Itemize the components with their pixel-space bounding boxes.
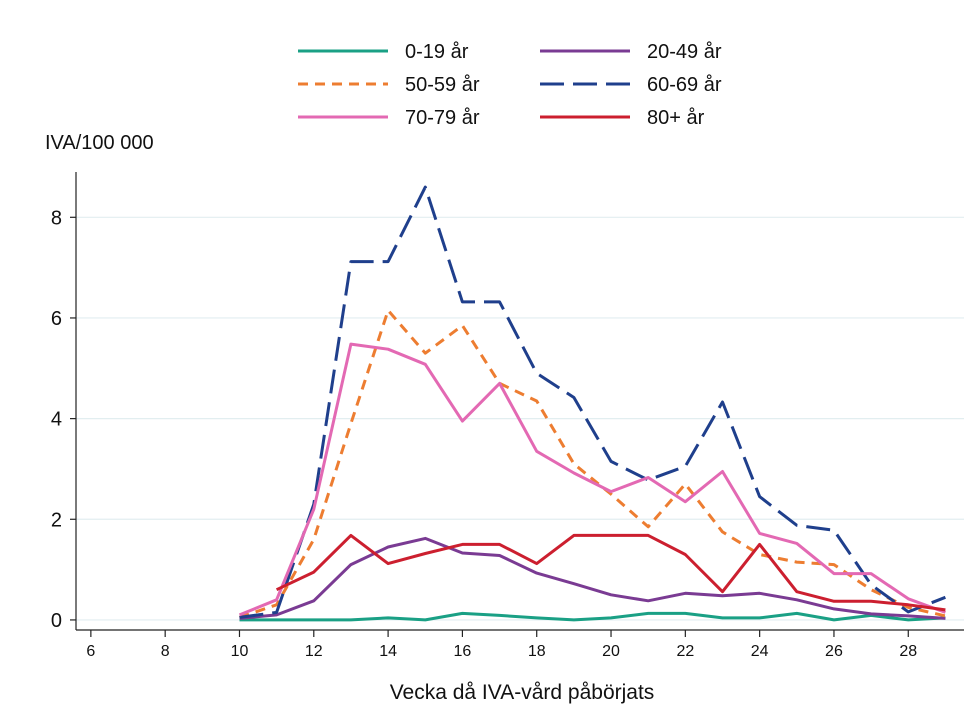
y-tick-label: 4 <box>51 409 62 431</box>
x-tick-label: 14 <box>379 643 397 660</box>
x-tick-label: 18 <box>528 643 546 660</box>
x-tick-label: 24 <box>751 643 769 660</box>
series-line <box>239 536 946 620</box>
series-line <box>238 342 946 617</box>
x-tick-label: 16 <box>454 643 472 660</box>
x-tick-label: 20 <box>602 643 620 660</box>
legend-label: 50-59 år <box>405 74 480 96</box>
legend-label: 20-49 år <box>647 41 722 63</box>
series-line <box>239 185 946 619</box>
y-axis-ticks: 0 2 4 6 8 <box>51 207 76 632</box>
x-tick-label: 6 <box>86 643 95 660</box>
x-tick-label: 12 <box>305 643 323 660</box>
y-axis-label: IVA/100 000 <box>45 132 154 154</box>
x-tick-label: 28 <box>899 643 917 660</box>
y-tick-label: 2 <box>51 509 62 531</box>
y-tick-label: 6 <box>51 308 62 330</box>
series-line <box>239 308 946 619</box>
y-tick-label: 8 <box>51 207 62 229</box>
series-lines <box>238 185 946 622</box>
x-axis-ticks: 6 8 10 12 14 16 18 20 22 24 26 28 <box>86 630 917 660</box>
y-tick-label: 0 <box>51 610 62 632</box>
x-tick-label: 8 <box>161 643 170 660</box>
legend-label: 80+ år <box>647 107 705 129</box>
legend-label: 60-69 år <box>647 74 722 96</box>
axes <box>75 172 964 631</box>
x-axis-label: Vecka då IVA-vård påbörjats <box>390 681 655 704</box>
series-line <box>275 533 946 612</box>
legend-label: 0-19 år <box>405 41 469 63</box>
series-line <box>239 611 946 622</box>
x-tick-label: 22 <box>676 643 694 660</box>
x-tick-label: 26 <box>825 643 843 660</box>
x-tick-label: 10 <box>231 643 249 660</box>
legend: 0-19 år 20-49 år 50-59 år 60-69 år 70-79 år 8… <box>298 41 722 129</box>
legend-label: 70-79 år <box>405 107 480 129</box>
